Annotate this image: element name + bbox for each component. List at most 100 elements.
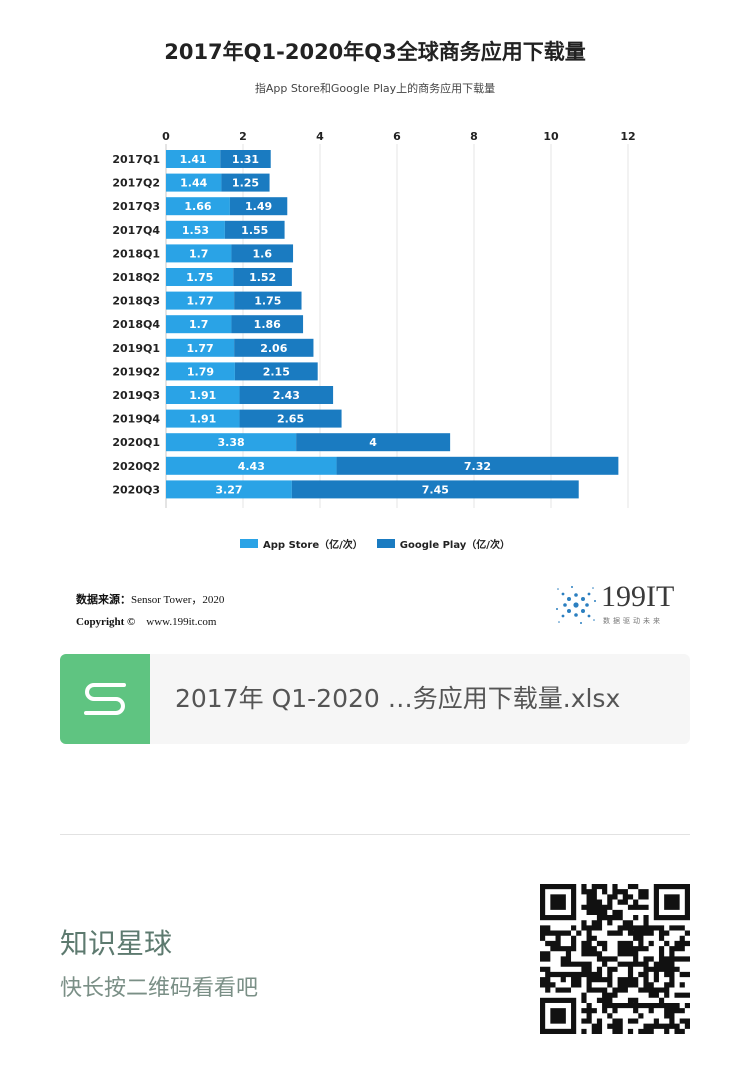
data-label-google-play-2017Q1: 1.31 <box>232 153 259 166</box>
bar-google-play-2019Q4 <box>239 409 342 428</box>
file-attachment-card[interactable]: 2017年 Q1-2020 …务应用下载量.xlsx <box>60 654 690 744</box>
data-label-google-play-2019Q3: 2.43 <box>273 389 300 402</box>
bar-google-play-2018Q1 <box>231 244 294 263</box>
x-tick-label-6: 6 <box>393 130 401 143</box>
bar-google-play-2020Q2 <box>336 456 619 475</box>
legend-label-google-play: Google Play（亿/次） <box>399 540 510 551</box>
bar-google-play-2017Q2 <box>221 173 270 192</box>
data-label-google-play-2018Q3: 1.75 <box>254 295 281 308</box>
data-label-google-play-2019Q2: 2.15 <box>263 365 290 378</box>
copyright-label: Copyright © <box>76 616 136 628</box>
section-divider <box>60 834 690 835</box>
bar-google-play-2017Q1 <box>220 150 271 168</box>
category-label-2017Q1: 2017Q1 <box>112 153 160 166</box>
website-link: www.199it.com <box>146 616 217 628</box>
data-label-google-play-2018Q2: 1.52 <box>249 271 276 284</box>
spreadsheet-file-icon <box>60 654 150 744</box>
bar-app-store-2018Q2 <box>166 268 234 286</box>
bar-app-store-2017Q3 <box>166 197 230 216</box>
legend-swatch-google-play <box>376 539 395 548</box>
data-label-app-store-2017Q3: 1.66 <box>184 200 211 213</box>
bar-app-store-2020Q1 <box>166 433 297 452</box>
x-tick-label-0: 0 <box>162 130 170 143</box>
data-label-google-play-2018Q4: 1.86 <box>254 318 281 331</box>
logo-text: 199IT <box>601 580 675 613</box>
data-label-app-store-2019Q3: 1.91 <box>189 389 216 402</box>
qr-finder-pattern-0 <box>540 884 577 921</box>
data-label-google-play-2019Q4: 2.65 <box>277 413 304 426</box>
x-tick-label-8: 8 <box>470 130 478 143</box>
bar-app-store-2017Q2 <box>166 173 222 192</box>
chart-legend: App Store（亿/次） Google Play（亿/次） <box>0 536 750 551</box>
bar-app-store-2019Q4 <box>166 409 240 428</box>
chart-title: 2017年Q1-2020年Q3全球商务应用下载量 <box>164 40 586 64</box>
bar-app-store-2018Q4 <box>166 315 232 334</box>
bar-app-store-2018Q3 <box>166 291 235 310</box>
category-label-2018Q4: 2018Q4 <box>112 318 160 331</box>
bar-app-store-2017Q1 <box>166 150 221 168</box>
data-label-app-store-2019Q4: 1.91 <box>189 413 216 426</box>
data-label-app-store-2017Q1: 1.41 <box>180 153 207 166</box>
category-label-2017Q3: 2017Q3 <box>112 200 160 213</box>
data-label-google-play-2018Q1: 1.6 <box>253 247 273 260</box>
promo-subtitle: 快长按二维码看看吧 <box>60 976 259 1001</box>
data-label-google-play-2020Q3: 7.45 <box>422 483 449 496</box>
logo-tagline: 数据驱动未来 <box>603 617 663 625</box>
source-value: Sensor Tower，2020 <box>131 594 225 606</box>
data-label-google-play-2017Q2: 1.25 <box>232 177 259 190</box>
category-label-2019Q1: 2019Q1 <box>112 342 160 355</box>
category-label-2020Q1: 2020Q1 <box>112 436 160 449</box>
bar-google-play-2017Q3 <box>229 197 288 216</box>
source-line: 数据来源：Sensor Tower，2020 <box>76 589 224 611</box>
data-label-app-store-2019Q1: 1.77 <box>187 342 214 355</box>
category-label-2020Q3: 2020Q3 <box>112 483 160 496</box>
legend-label-app-store: App Store（亿/次） <box>263 540 363 551</box>
category-label-2017Q4: 2017Q4 <box>112 224 160 237</box>
chart-subtitle: 指App Store和Google Play上的商务应用下载量 <box>254 82 496 95</box>
bar-app-store-2020Q2 <box>166 456 337 475</box>
bar-google-play-2019Q2 <box>234 362 318 381</box>
data-label-app-store-2018Q3: 1.77 <box>187 295 214 308</box>
bar-app-store-2019Q1 <box>166 338 235 357</box>
data-label-google-play-2017Q4: 1.55 <box>241 224 268 237</box>
category-label-2019Q3: 2019Q3 <box>112 389 160 402</box>
bar-app-store-2018Q1 <box>166 244 232 263</box>
data-label-google-play-2020Q1: 4 <box>369 436 377 449</box>
bar-google-play-2018Q4 <box>231 315 304 334</box>
bar-google-play-2018Q2 <box>233 268 292 286</box>
legend-swatch-app-store <box>240 539 259 548</box>
file-name: 2017年 Q1-2020 …务应用下载量.xlsx <box>175 684 621 713</box>
bar-google-play-2019Q1 <box>234 338 314 357</box>
bar-google-play-2017Q4 <box>224 220 285 239</box>
data-label-app-store-2017Q2: 1.44 <box>180 177 207 190</box>
bar-google-play-2019Q3 <box>239 386 334 404</box>
brand-logo: 199IT 数据驱动未来 <box>553 580 683 628</box>
s-logo-icon <box>84 683 126 715</box>
bar-google-play-2020Q1 <box>296 433 451 452</box>
data-label-app-store-2020Q2: 4.43 <box>238 460 265 473</box>
data-label-app-store-2018Q1: 1.7 <box>189 247 209 260</box>
legend-item-google-play: Google Play（亿/次） <box>376 536 510 551</box>
qr-code[interactable] <box>540 884 690 1034</box>
category-label-2018Q1: 2018Q1 <box>112 247 160 260</box>
source-block: 数据来源：Sensor Tower，2020 Copyright © www.1… <box>76 589 224 633</box>
logo-burst-icon <box>556 586 596 624</box>
data-label-app-store-2020Q3: 3.27 <box>215 483 242 496</box>
copyright-line: Copyright © www.199it.com <box>76 611 224 633</box>
bar-app-store-2017Q4 <box>166 220 225 239</box>
data-label-google-play-2019Q1: 2.06 <box>260 342 287 355</box>
category-label-2018Q2: 2018Q2 <box>112 271 160 284</box>
bar-google-play-2020Q3 <box>291 480 579 499</box>
bar-app-store-2019Q3 <box>166 386 240 404</box>
data-label-app-store-2020Q1: 3.38 <box>217 436 244 449</box>
bar-app-store-2019Q2 <box>166 362 235 381</box>
source-label: 数据来源： <box>76 594 131 606</box>
data-label-app-store-2019Q2: 1.79 <box>187 365 214 378</box>
x-tick-label-12: 12 <box>620 130 635 143</box>
data-label-app-store-2017Q4: 1.53 <box>182 224 209 237</box>
data-label-google-play-2020Q2: 7.32 <box>464 460 491 473</box>
x-tick-label-4: 4 <box>316 130 324 143</box>
category-label-2020Q2: 2020Q2 <box>112 460 160 473</box>
category-label-2017Q2: 2017Q2 <box>112 177 160 190</box>
legend-item-app-store: App Store（亿/次） <box>240 536 363 551</box>
